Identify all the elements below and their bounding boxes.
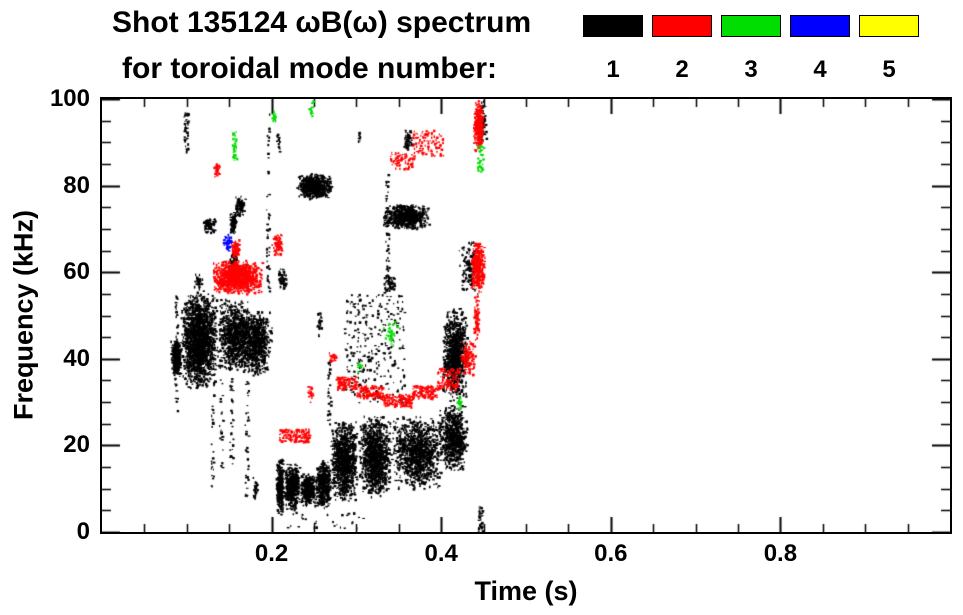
y-tick-label: 40 bbox=[63, 344, 90, 372]
legend-swatch-n2 bbox=[652, 15, 712, 37]
figure-subtitle: for toroidal mode number: bbox=[122, 52, 497, 85]
legend-swatch-n3 bbox=[721, 15, 781, 37]
legend-swatch-n1 bbox=[583, 15, 643, 37]
x-tick-label: 0.2 bbox=[254, 540, 289, 567]
legend-label-n5: 5 bbox=[882, 56, 896, 83]
legend-swatch-n5 bbox=[859, 15, 919, 37]
x-tick-label: 0.4 bbox=[424, 540, 458, 567]
y-axis-label: Frequency (kHz) bbox=[8, 209, 39, 421]
y-tick-label: 0 bbox=[76, 518, 90, 545]
legend-label-n1: 1 bbox=[606, 56, 620, 83]
y-tick-label: 100 bbox=[49, 85, 90, 112]
y-tick-label: 80 bbox=[63, 171, 90, 199]
x-axis-label: Time (s) bbox=[474, 576, 578, 606]
y-tick-label: 60 bbox=[63, 258, 90, 286]
legend-label-n4: 4 bbox=[813, 56, 827, 83]
legend-swatch-n4 bbox=[790, 15, 850, 37]
x-tick-label: 0.8 bbox=[763, 540, 798, 567]
x-tick-label: 0.6 bbox=[594, 540, 628, 567]
legend-label-n3: 3 bbox=[744, 56, 758, 83]
plot-area bbox=[100, 97, 952, 534]
spectrogram-canvas bbox=[102, 99, 950, 532]
y-tick-label: 20 bbox=[63, 431, 90, 459]
legend-label-n2: 2 bbox=[675, 56, 689, 83]
figure-title: Shot 135124 ωB(ω) spectrum bbox=[112, 6, 532, 39]
